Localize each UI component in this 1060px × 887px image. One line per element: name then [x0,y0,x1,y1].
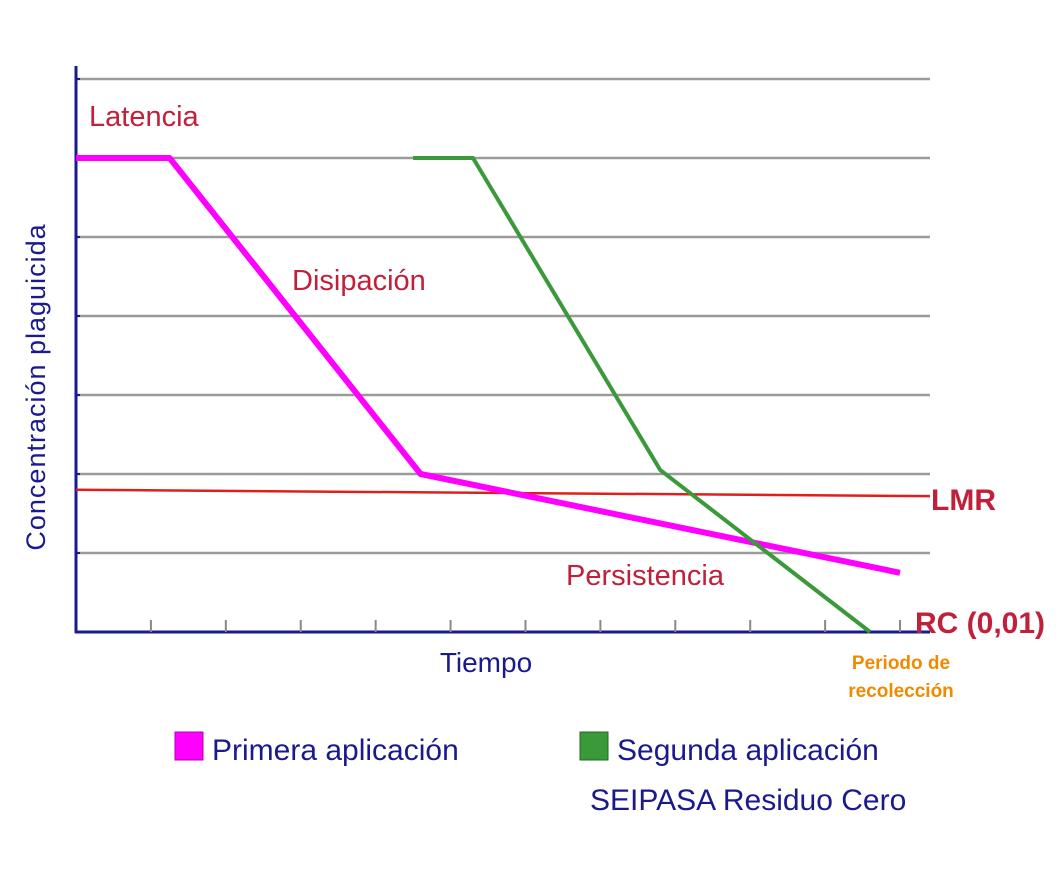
series-line-segunda-aplicacion [413,156,872,634]
series-line-primera-aplicacion [76,155,901,576]
legend-label-segunda: Segunda aplicación [617,734,879,767]
series-lines [76,155,901,634]
legend-swatch-segunda [579,731,609,761]
harvest-period-label-line1: Periodo de [852,653,950,674]
legend: Primera aplicación Segunda aplicación SE… [174,731,906,817]
annotation-latencia: Latencia [89,101,200,133]
axes [74,66,930,634]
harvest-period-label-line2: recolección [848,681,954,702]
rc-label: RC (0,01) [915,607,1045,640]
legend-swatch-primera [174,731,204,761]
y-axis-label: Concentración plaguicida [21,223,51,550]
legend-subtitle: SEIPASA Residuo Cero [590,784,906,817]
legend-label-primera: Primera aplicación [212,734,459,767]
annotation-disipacion: Disipación [292,265,426,297]
annotation-persistencia: Persistencia [566,560,725,592]
x-axis-label: Tiempo [440,647,532,678]
lmr-label: LMR [931,484,996,517]
grid-lines [76,77,930,555]
